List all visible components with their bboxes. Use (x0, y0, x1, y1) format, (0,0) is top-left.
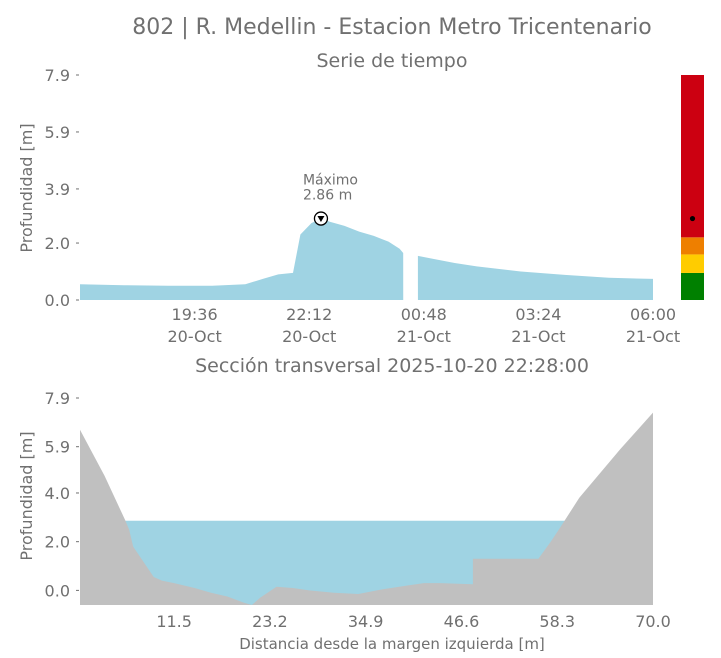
cross-section-y-ticks: 0.0 2.0 4.0 5.9 7.9 (45, 389, 79, 600)
x-tick-date: 20-Oct (282, 327, 336, 346)
alert-band (681, 254, 704, 273)
x-tick-date: 21-Oct (626, 327, 680, 346)
depth-area (417, 255, 653, 300)
x-tick-time: 03:24 (515, 305, 561, 324)
x-tick-date: 20-Oct (167, 327, 221, 346)
x-tick-time: 22:12 (286, 305, 332, 324)
y-tick-label: 7.9 (45, 66, 70, 85)
time-series-title: Serie de tiempo (317, 50, 468, 72)
depth-area (80, 218, 404, 300)
y-tick-label: 2.0 (45, 533, 70, 552)
max-value: 2.86 m (303, 188, 352, 204)
y-tick-label: 5.9 (45, 438, 70, 457)
current-level-dot (689, 215, 696, 222)
x-tick-time: 19:36 (172, 305, 218, 324)
time-series-area (80, 218, 653, 300)
y-tick-label: 0.0 (45, 581, 70, 600)
cross-section-x-ticks: 11.5 23.2 34.9 46.6 58.3 70.0 (156, 612, 670, 631)
alert-level-bar (681, 75, 704, 300)
time-series-x-ticks: 19:36 20-Oct 22:12 20-Oct 00:48 21-Oct 03:24 21… (167, 305, 680, 346)
cross-section-chart: Sección transversal 2025-10-20 22:28:00 … (17, 355, 671, 653)
figure-title: 802 | R. Medellin - Estacion Metro Trice… (132, 15, 651, 40)
y-tick-label: 5.9 (45, 123, 70, 142)
x-tick-label: 58.3 (539, 612, 575, 631)
cross-section-x-label: Distancia desde la margen izquierda [m] (239, 635, 545, 653)
x-tick-label: 23.2 (252, 612, 288, 631)
x-tick-label: 70.0 (635, 612, 671, 631)
x-tick-time: 06:00 (630, 305, 676, 324)
y-tick-label: 0.0 (45, 291, 70, 310)
x-tick-label: 46.6 (444, 612, 480, 631)
max-marker-icon (317, 216, 325, 223)
riverbed-profile (80, 412, 653, 605)
cross-section-title: Sección transversal 2025-10-20 22:28:00 (195, 355, 589, 377)
time-series-chart: Serie de tiempo 0.0 2.0 3.9 5.9 7.9 19:36 20-… (17, 50, 704, 346)
x-tick-date: 21-Oct (511, 327, 565, 346)
max-label: Máximo (303, 173, 358, 189)
x-tick-time: 00:48 (401, 305, 447, 324)
cross-section-y-label: Profundidad [m] (17, 431, 36, 560)
cross-section-body (80, 412, 653, 605)
y-tick-label: 3.9 (45, 180, 70, 199)
x-tick-label: 11.5 (156, 612, 192, 631)
y-tick-label: 7.9 (45, 389, 70, 408)
alert-band (681, 75, 704, 238)
x-tick-date: 21-Oct (397, 327, 451, 346)
alert-band (681, 272, 704, 300)
y-tick-label: 4.0 (45, 484, 70, 503)
time-series-y-ticks: 0.0 2.0 3.9 5.9 7.9 (45, 66, 79, 310)
time-series-y-label: Profundidad [m] (17, 123, 36, 252)
y-tick-label: 2.0 (45, 234, 70, 253)
x-tick-label: 34.9 (348, 612, 384, 631)
alert-band (681, 237, 704, 255)
